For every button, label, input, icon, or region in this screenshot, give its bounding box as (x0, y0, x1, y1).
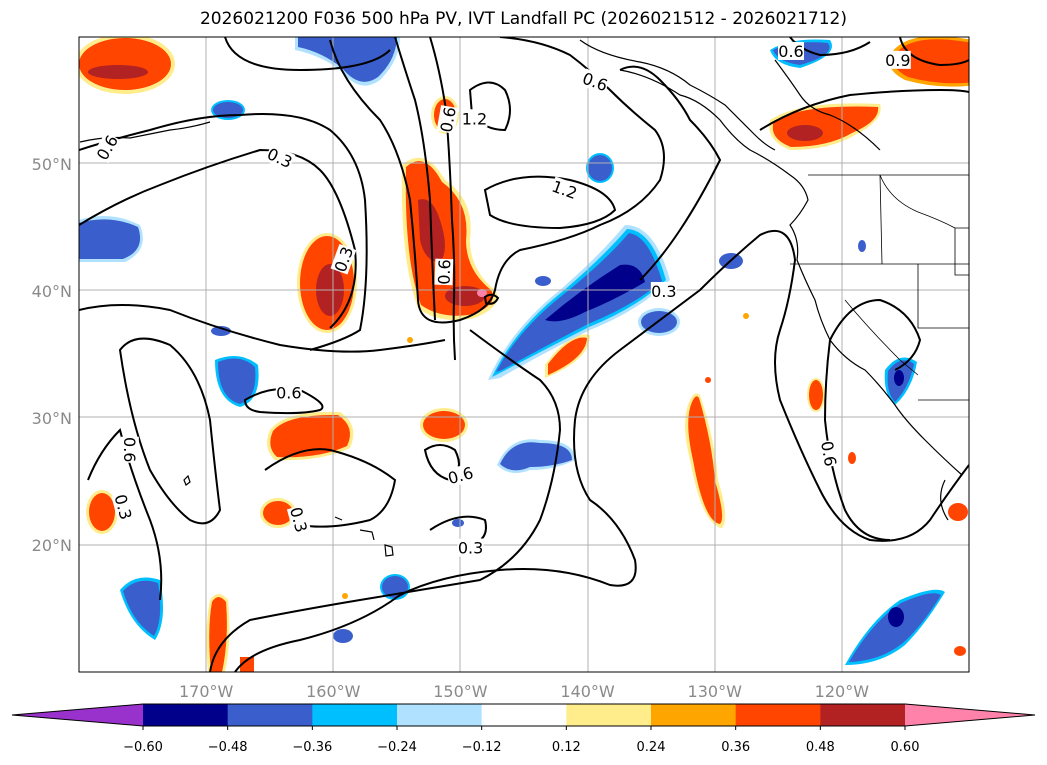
contour-label: 0.6 (580, 68, 611, 96)
lon-tick-labels: 170°W 160°W 150°W 140°W 130°W 120°W (179, 682, 869, 701)
contour-label: 0.6 (817, 439, 841, 468)
lat-tick-labels: 20°N 30°N 40°N 50°N (32, 155, 72, 555)
ivt-neg-southeast (845, 589, 945, 665)
colorbar-segment (143, 704, 229, 726)
colorbar-tick-label: 0.60 (891, 740, 920, 755)
contour-label: 1.2 (461, 109, 488, 128)
state-borders (790, 174, 969, 401)
ivt-neg-main-jet (488, 225, 670, 380)
contour-label-text: 0.6 (120, 437, 139, 462)
contour-label: 0.3 (650, 282, 677, 301)
contour-label: 0.3 (264, 143, 296, 172)
colorbar-tick-label: 0.48 (806, 740, 835, 755)
lon-tick-label: 150°W (433, 682, 488, 701)
colorbar-segment (566, 704, 652, 726)
ivt-blob-near-jet (545, 334, 590, 378)
lat-tick-label: 40°N (32, 282, 72, 301)
contour-label-text: 0.6 (437, 105, 460, 133)
ivt-blob-nw-corner (79, 37, 175, 94)
pv-contours (79, 37, 969, 672)
lon-tick-label: 170°W (179, 682, 234, 701)
colorbar: −0.60 −0.48 −0.36 −0.24 −0.12 0.12 0.24 0.36 0.4… (11, 703, 1036, 755)
ivt-negative-anomalies (79, 37, 945, 665)
ivt-blob-south-mid (260, 498, 296, 528)
ivt-blob-east-plume (685, 393, 726, 528)
colorbar-tick-label: 0.12 (552, 740, 581, 755)
contour-label: 0.3 (457, 538, 484, 558)
contour-label: 0.9 (884, 50, 911, 70)
ivt-neg-west-mid (215, 356, 259, 407)
contour-label: 1.2 (549, 176, 580, 203)
contour-label-text: 0.3 (264, 144, 295, 172)
map-title: 2026021200 F036 500 hPa PV, IVT Landfall… (199, 9, 847, 29)
contour-label: 0.6 (120, 436, 139, 463)
ivt-blob-southwest-strip (206, 594, 254, 672)
ivt-blob-subtropical (420, 408, 468, 442)
colorbar-segment (651, 704, 737, 726)
ivt-neg-small-north (586, 153, 614, 183)
colorbar-tick-label: −0.36 (292, 740, 332, 755)
contour-label: 0.6 (445, 463, 476, 488)
ivt-blob-central-band (401, 157, 498, 321)
colorbar-segment (312, 704, 398, 726)
contour-label: 0.3 (286, 504, 312, 535)
colorbar-tick-label: −0.48 (208, 740, 248, 755)
lat-tick-label: 20°N (32, 536, 72, 555)
ivt-blob-lower-west (266, 411, 354, 461)
lon-tick-label: 120°W (815, 682, 870, 701)
colorbar-segment (397, 704, 483, 726)
contour-label-text: 0.3 (651, 282, 676, 301)
ivt-neg-south-small (333, 519, 464, 643)
contour-label: 0.6 (434, 258, 454, 286)
colorbar-segment (481, 704, 567, 726)
colorbar-extend-low (12, 704, 143, 726)
contour-label-text: 0.9 (885, 51, 910, 70)
contour-label-text: 0.6 (817, 439, 840, 467)
colorbar-tick-label: 0.24 (637, 740, 666, 755)
lat-tick-label: 50°N (32, 155, 72, 174)
colorbar-segment (227, 704, 313, 726)
colorbar-tick-label: −0.12 (462, 740, 502, 755)
colorbar-tick-label: −0.24 (377, 740, 417, 755)
ivt-blob-coast-small (342, 313, 968, 656)
contour-label-text: 1.2 (462, 109, 487, 128)
contour-label-text: 0.6 (446, 463, 476, 488)
lat-tick-label: 30°N (32, 409, 72, 428)
ivt-neg-subtropical-east (497, 439, 575, 474)
contour-label: 0.6 (275, 383, 302, 403)
ivt-neg-coast-socal (884, 357, 917, 405)
lon-tick-label: 130°W (688, 682, 743, 701)
lon-tick-label: 160°W (306, 682, 361, 701)
ivt-blob-sw-small (86, 490, 118, 534)
colorbar-tick-label: −0.60 (123, 740, 163, 755)
contour-label-text: 0.6 (580, 69, 610, 96)
colorbar-tick-label: 0.36 (721, 740, 750, 755)
ivt-neg-north-top (295, 37, 400, 86)
contour-label-text: 0.6 (434, 259, 454, 285)
contour-label-text: 0.3 (458, 539, 483, 558)
contour-label-text: 0.6 (93, 132, 122, 164)
contour-label: 0.6 (92, 131, 122, 164)
coastlines (79, 39, 963, 557)
ivt-neg-south-west (120, 577, 164, 640)
ivt-neg-west-edge (79, 216, 143, 262)
contour-labels: 0.6 0.30.6 1.20.60.6 0.91.20.3 0.60.30.60.60… (92, 41, 911, 558)
map-gridlines (79, 37, 969, 672)
contour-label-text: 0.6 (778, 42, 803, 61)
colorbar-extend-high (905, 704, 1035, 726)
contour-label: 0.6 (778, 41, 804, 61)
contour-label: 0.6 (436, 105, 460, 134)
ivt-blob-gulf-of-alaska (769, 103, 881, 150)
lon-tick-label: 140°W (560, 682, 615, 701)
colorbar-segment (735, 704, 821, 726)
contour-label-text: 0.3 (286, 505, 311, 535)
map-panel: 0.6 0.30.6 1.20.60.6 0.91.20.3 0.60.30.60.60… (79, 37, 969, 672)
map-frame (78, 36, 970, 673)
colorbar-segment (820, 704, 906, 726)
contour-label-text: 0.6 (276, 384, 301, 403)
